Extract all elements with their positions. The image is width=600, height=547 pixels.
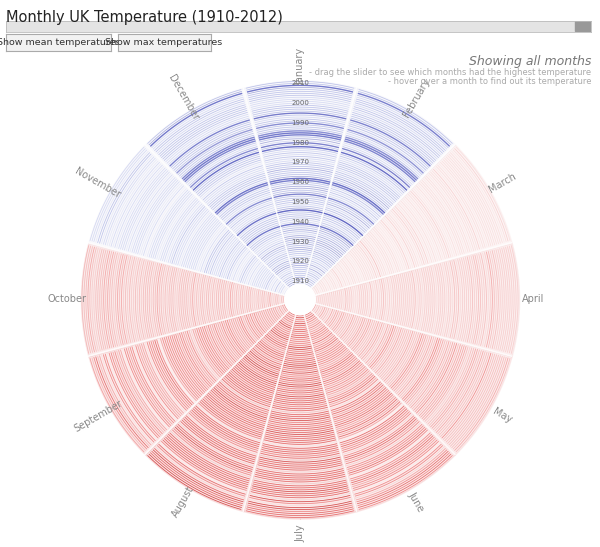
Text: 2010: 2010: [291, 80, 309, 86]
Text: 1930: 1930: [291, 238, 309, 245]
Text: - hover over a month to find out its temperature: - hover over a month to find out its tem…: [388, 77, 591, 85]
Text: January: January: [295, 48, 305, 85]
Text: July: July: [295, 524, 305, 542]
Text: 1940: 1940: [291, 219, 309, 225]
Text: 1920: 1920: [291, 258, 309, 264]
Bar: [575, 21, 591, 31]
Text: 2000: 2000: [291, 100, 309, 106]
Text: December: December: [166, 73, 200, 122]
Text: August: August: [170, 484, 196, 519]
Text: November: November: [73, 166, 122, 200]
Text: 1910: 1910: [291, 278, 309, 284]
Text: March: March: [487, 171, 517, 195]
Text: 1960: 1960: [291, 179, 309, 185]
Text: 1970: 1970: [291, 160, 309, 166]
Text: Showing all months: Showing all months: [469, 55, 591, 68]
Text: 1980: 1980: [291, 139, 309, 146]
Text: February: February: [401, 76, 432, 119]
Text: April: April: [522, 294, 544, 305]
Text: Show max temperatures: Show max temperatures: [106, 38, 223, 47]
Text: Show mean temperatures: Show mean temperatures: [0, 38, 120, 47]
Text: October: October: [47, 294, 86, 305]
Text: Monthly UK Temperature (1910-2012): Monthly UK Temperature (1910-2012): [6, 10, 283, 25]
Polygon shape: [284, 284, 316, 315]
Text: June: June: [407, 490, 427, 513]
Text: May: May: [491, 407, 513, 426]
Text: 1950: 1950: [291, 199, 309, 205]
Text: - drag the slider to see which months had the highest temperature: - drag the slider to see which months ha…: [309, 68, 591, 77]
Text: September: September: [72, 398, 124, 434]
Text: 1990: 1990: [291, 120, 309, 126]
